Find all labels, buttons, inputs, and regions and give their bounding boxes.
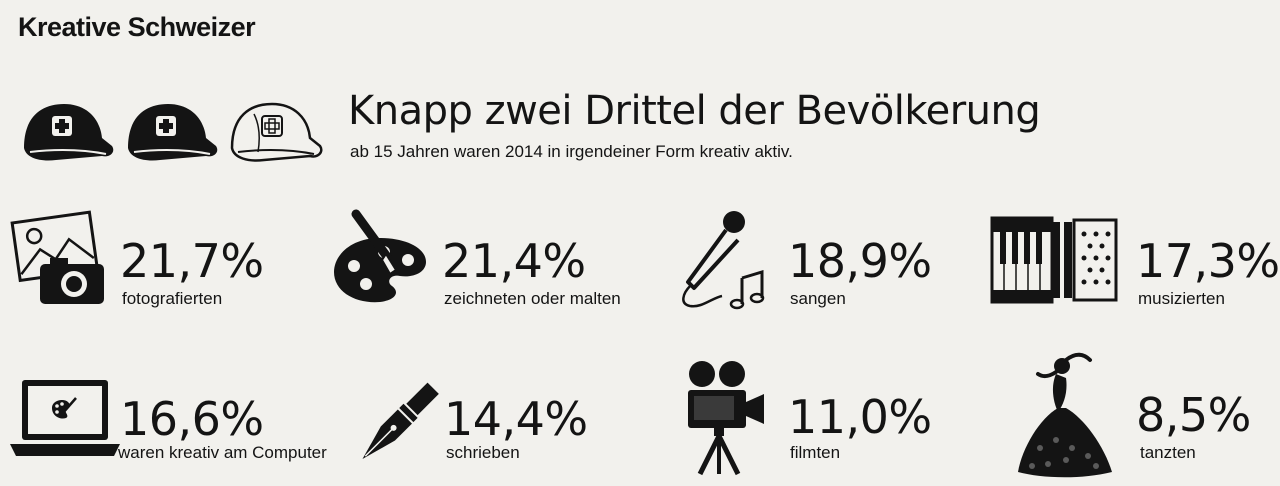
fountain-pen-icon	[362, 382, 439, 459]
stat-label: waren kreativ am Computer	[118, 443, 327, 462]
film-camera-icon	[688, 361, 764, 476]
stat-value: 21,7%	[120, 234, 264, 288]
paint-palette-icon	[334, 209, 426, 303]
stat-label: filmten	[790, 443, 841, 462]
stat-value: 16,6%	[120, 392, 264, 446]
chart-headline: Knapp zwei Drittel der Bevölkerung	[348, 88, 1041, 134]
swiss-cap-icons	[24, 102, 323, 162]
stat-item: 21,7% fotografierten	[10, 208, 330, 308]
stat-label: schrieben	[446, 443, 520, 462]
stat-label: musizierten	[1138, 289, 1225, 308]
stat-value: 14,4%	[444, 392, 588, 446]
chart-subtitle: ab 15 Jahren waren 2014 in irgendeiner F…	[350, 142, 793, 161]
stat-item: 16,6% waren kreativ am Computer	[10, 372, 350, 464]
stat-item: 17,3% musizierten	[990, 210, 1280, 310]
stat-value: 8,5%	[1136, 388, 1251, 442]
kicker-title: Kreative Schweizer	[18, 12, 256, 42]
stat-label: sangen	[790, 289, 846, 308]
laptop-icon	[10, 380, 120, 456]
microphone-icon	[682, 211, 765, 310]
accordion-icon	[990, 216, 1118, 304]
swiss-cap-icon-outline	[230, 102, 323, 162]
stat-value: 18,9%	[788, 234, 932, 288]
stat-label: zeichneten oder malten	[444, 289, 621, 308]
stat-value: 17,3%	[1136, 234, 1280, 288]
stat-item: 21,4% zeichneten oder malten	[330, 208, 650, 308]
dancer-icon	[1018, 352, 1112, 478]
stat-item: 11,0% filmten	[680, 358, 980, 476]
stat-value: 11,0%	[788, 390, 932, 444]
stat-label: tanzten	[1140, 443, 1196, 462]
stat-item: 18,9% sangen	[672, 208, 972, 312]
stat-item: 14,4% schrieben	[350, 380, 650, 470]
swiss-cap-icon	[128, 104, 218, 161]
swiss-cap-icon	[24, 104, 114, 161]
photo-camera-icon	[10, 210, 104, 304]
stat-value: 21,4%	[442, 234, 586, 288]
stat-label: fotografierten	[122, 289, 223, 308]
stat-item: 8,5% tanzten	[1010, 348, 1272, 478]
